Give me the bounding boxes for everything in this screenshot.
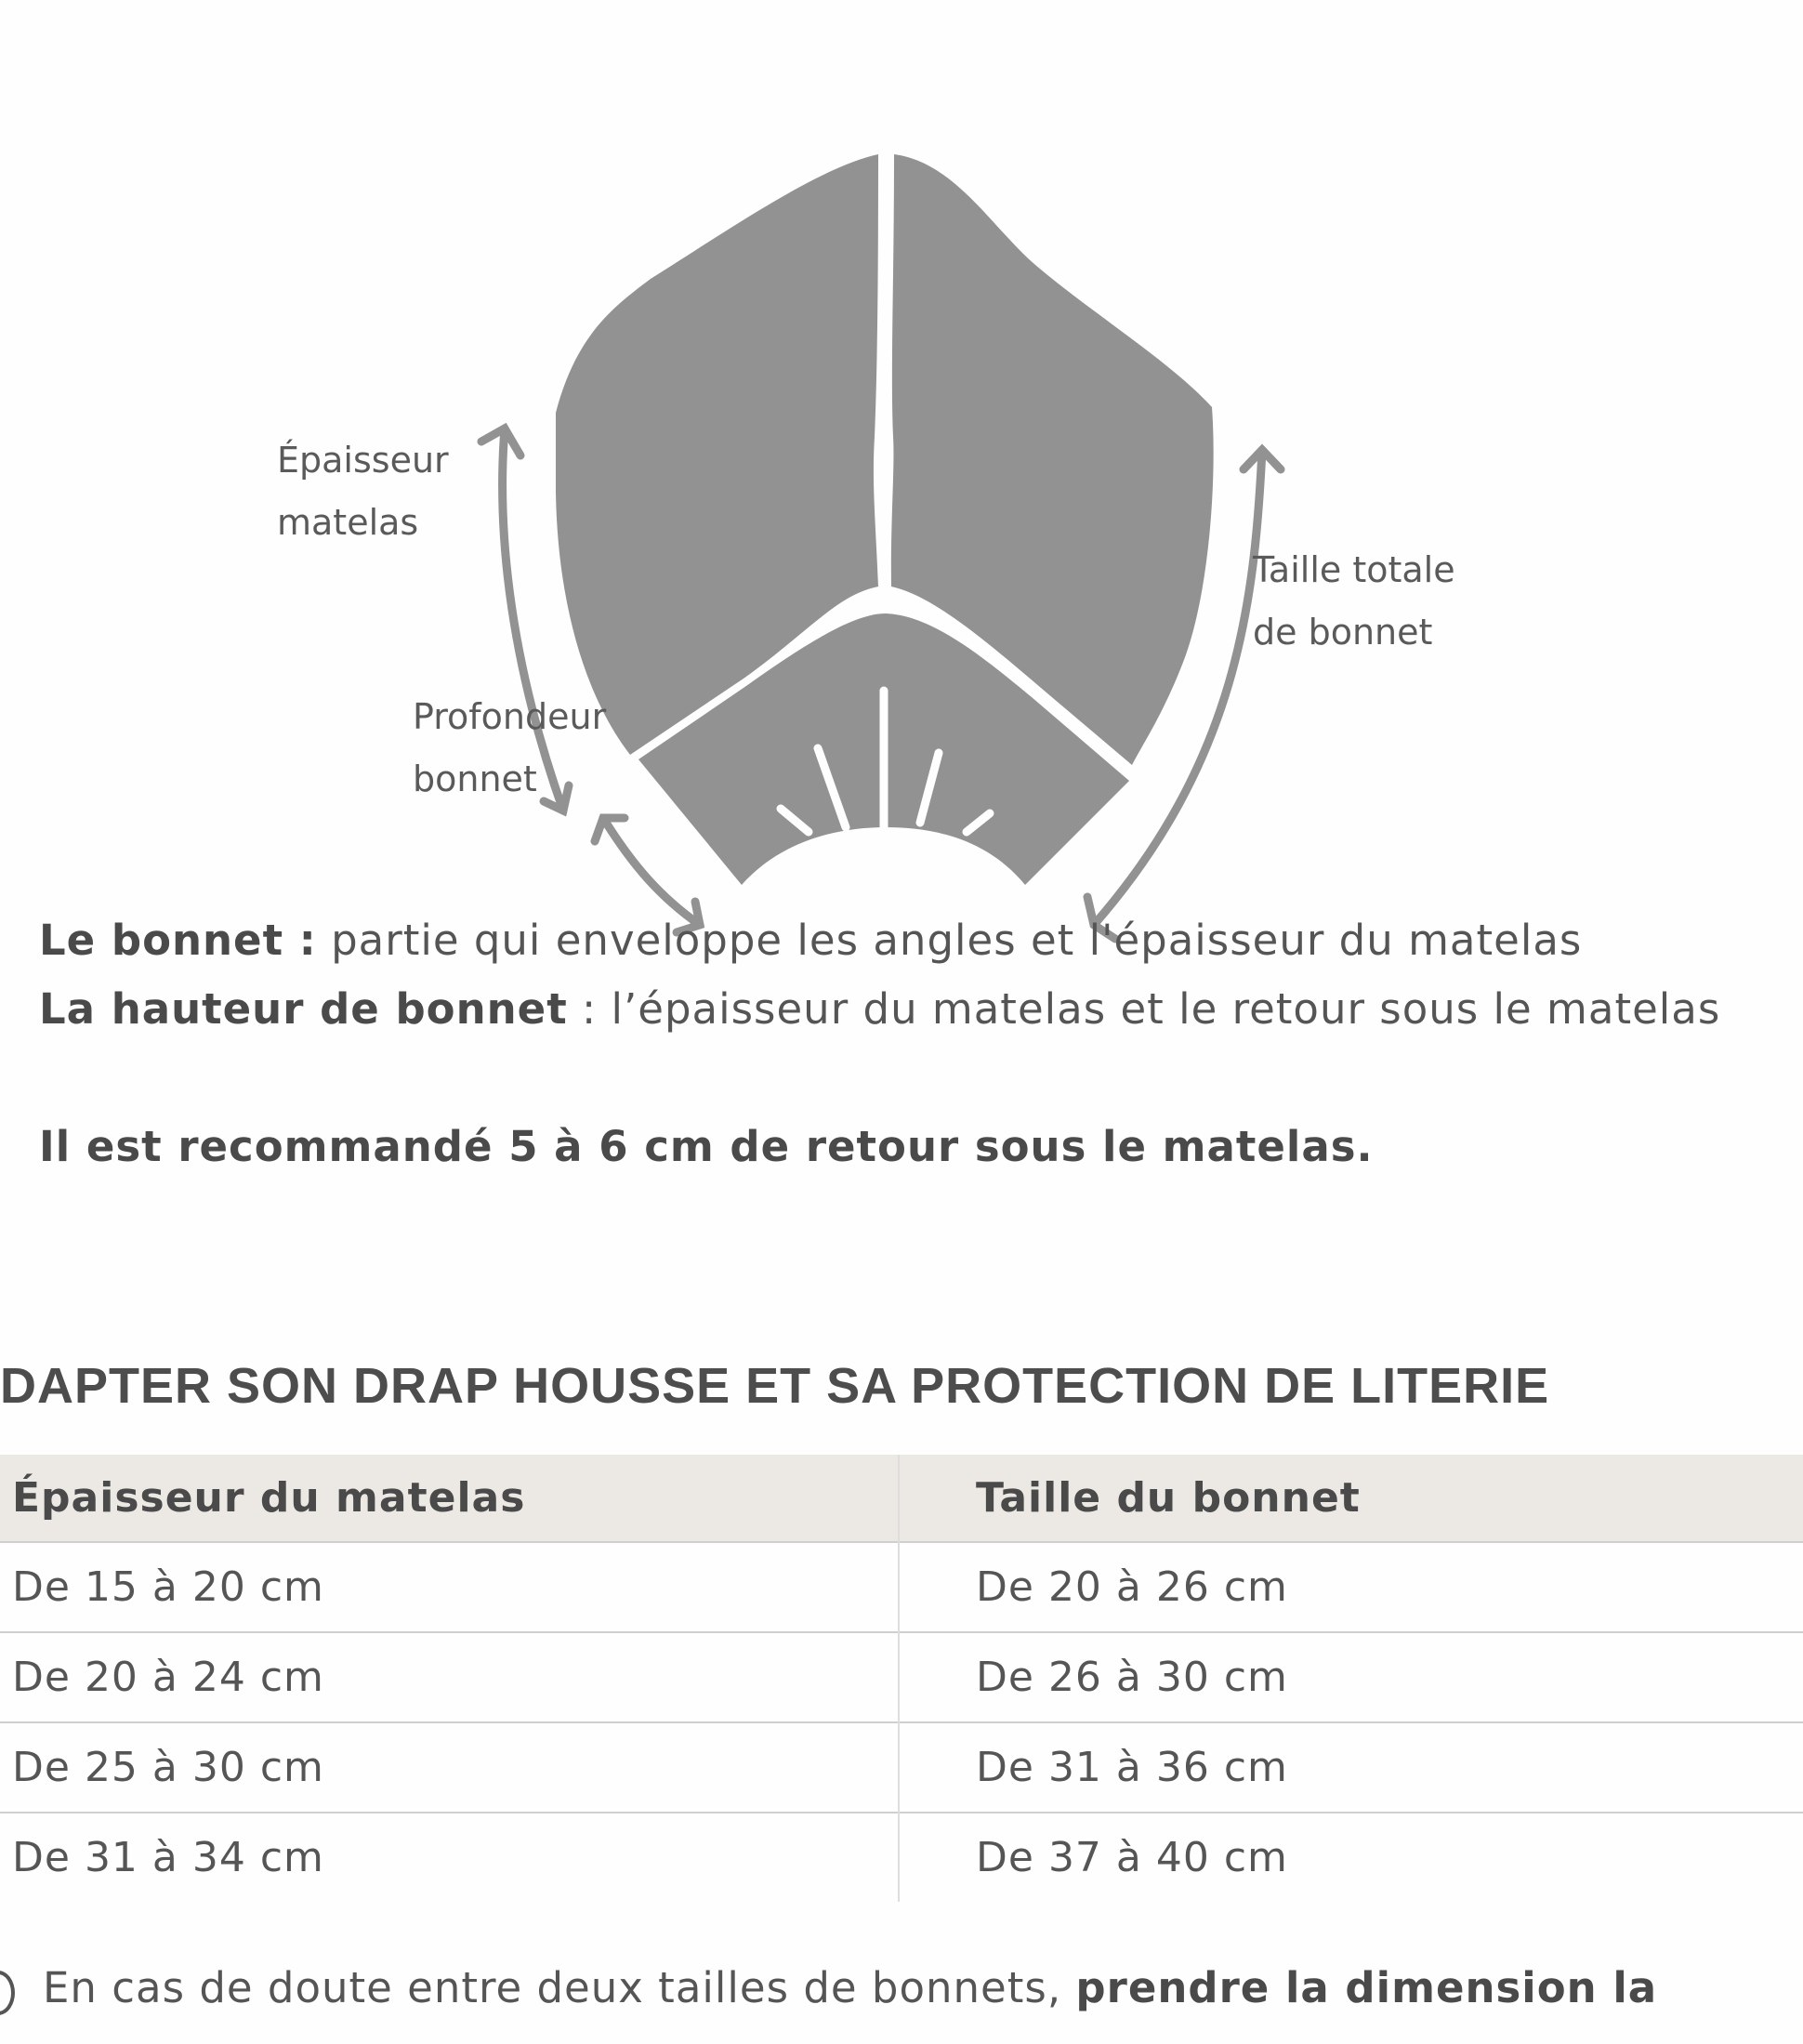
- thickness-label-line2: matelas: [277, 502, 419, 543]
- depth-label-line1: Profondeur: [413, 696, 607, 737]
- table-header: Épaisseur du matelas Taille du bonnet: [0, 1455, 1803, 1542]
- info-icon: [0, 1971, 15, 2015]
- cell: De 25 à 30 cm: [0, 1721, 900, 1813]
- cell: De 31 à 36 cm: [899, 1721, 1803, 1813]
- thickness-label: Épaisseur matelas: [277, 429, 449, 554]
- diagram-right-panel: [890, 154, 1214, 765]
- header-bonnet-size: Taille du bonnet: [899, 1455, 1803, 1542]
- height-definition: La hauteur de bonnet : l’épaisseur du ma…: [39, 984, 1720, 1034]
- section-title: DAPTER SON DRAP HOUSSE ET SA PROTECTION …: [0, 1358, 1550, 1414]
- bonnet-definition: Le bonnet : partie qui enveloppe les ang…: [39, 916, 1582, 965]
- bonnet-term: Le bonnet :: [39, 916, 317, 965]
- header-thickness: Épaisseur du matelas: [0, 1455, 900, 1542]
- cell: De 20 à 24 cm: [0, 1631, 900, 1722]
- cell: De 37 à 40 cm: [899, 1812, 1803, 1902]
- table-row: De 15 à 20 cm De 20 à 26 cm: [0, 1541, 1803, 1632]
- recommendation: Il est recommandé 5 à 6 cm de retour sou…: [39, 1122, 1374, 1171]
- cell: De 26 à 30 cm: [899, 1631, 1803, 1722]
- size-table: Épaisseur du matelas Taille du bonnet De…: [0, 1455, 1803, 1902]
- cell: De 15 à 20 cm: [0, 1541, 900, 1632]
- diagram-left-panel: [556, 154, 878, 755]
- depth-arrow: [599, 813, 704, 930]
- height-term: La hauteur de bonnet: [39, 984, 568, 1034]
- depth-label: Profondeur bonnet: [413, 686, 606, 811]
- table-row: De 31 à 34 cm De 37 à 40 cm: [0, 1812, 1803, 1902]
- note-text: En cas de doute entre deux tailles de bo…: [43, 1963, 1076, 2012]
- table-row: De 20 à 24 cm De 26 à 30 cm: [0, 1631, 1803, 1722]
- size-doubt-note: En cas de doute entre deux tailles de bo…: [43, 1963, 1657, 2012]
- total-size-label-line1: Taille totale: [1253, 549, 1455, 590]
- total-size-label-line2: de bonnet: [1253, 612, 1433, 653]
- total-size-label: Taille totale de bonnet: [1253, 539, 1455, 664]
- thickness-label-line1: Épaisseur: [277, 440, 449, 481]
- fitted-sheet-corner-diagram: [477, 154, 1285, 943]
- cell: De 31 à 34 cm: [0, 1812, 900, 1902]
- table-row: De 25 à 30 cm De 31 à 36 cm: [0, 1721, 1803, 1813]
- bonnet-text: partie qui enveloppe les angles et l'épa…: [316, 916, 1583, 965]
- cell: De 20 à 26 cm: [899, 1541, 1803, 1632]
- thickness-arrow: [498, 424, 568, 815]
- note-bold: prendre la dimension la: [1075, 1963, 1658, 2012]
- total-size-arrow: [1089, 445, 1267, 930]
- height-text: : l’épaisseur du matelas et le retour so…: [567, 984, 1721, 1034]
- depth-label-line2: bonnet: [413, 758, 537, 799]
